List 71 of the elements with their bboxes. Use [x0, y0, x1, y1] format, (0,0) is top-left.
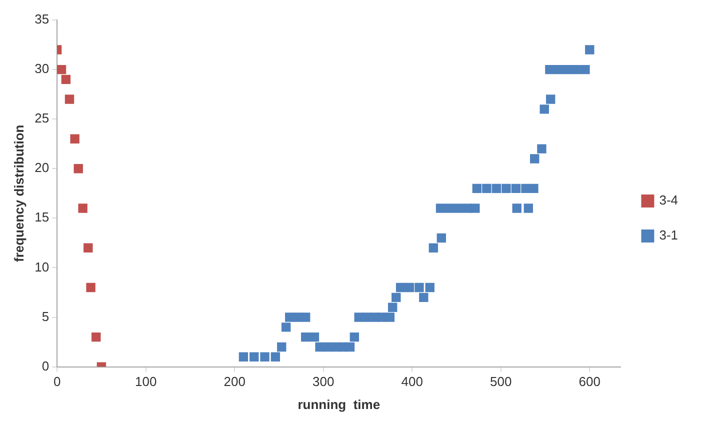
point — [250, 352, 259, 362]
point — [277, 342, 286, 352]
x-tick-label: 0 — [53, 374, 61, 390]
x-tick-label: 300 — [312, 374, 334, 390]
y-tick-label: 30 — [34, 61, 50, 76]
point — [238, 352, 248, 362]
point — [345, 342, 355, 352]
point — [419, 292, 428, 302]
point — [301, 312, 310, 322]
point — [425, 282, 434, 292]
x-tick-label: 100 — [134, 374, 157, 390]
point — [350, 332, 360, 342]
legend-label: 3-4 — [659, 192, 678, 208]
point — [385, 312, 395, 322]
point — [511, 184, 521, 194]
y-tick-label: 25 — [34, 110, 50, 126]
point — [428, 243, 438, 252]
point — [78, 204, 88, 213]
point — [392, 292, 401, 302]
point — [482, 184, 492, 194]
point — [545, 64, 554, 74]
point — [540, 104, 549, 114]
point — [454, 204, 463, 213]
point — [562, 64, 572, 74]
y-axis-title: frequency distribution — [11, 124, 26, 262]
x-axis-title: running time — [298, 396, 380, 412]
point — [472, 184, 482, 194]
point — [580, 64, 590, 74]
point — [310, 332, 320, 342]
point — [270, 352, 280, 362]
point — [436, 233, 446, 243]
y-tick-label: 5 — [42, 308, 50, 324]
y-tick-label: 10 — [34, 259, 50, 274]
point — [84, 243, 93, 252]
point — [388, 302, 398, 312]
point — [57, 64, 66, 74]
point — [396, 282, 406, 292]
x-tick-label: 500 — [490, 374, 512, 390]
point — [404, 282, 414, 292]
point — [585, 45, 594, 54]
point — [546, 94, 556, 104]
legend-label: 3-1 — [659, 228, 678, 243]
point — [86, 282, 96, 292]
x-tick-label: 600 — [578, 374, 600, 390]
point — [444, 204, 454, 213]
point — [64, 94, 74, 104]
point — [572, 64, 581, 74]
point — [530, 154, 540, 164]
point — [512, 204, 522, 213]
point — [70, 134, 80, 144]
point — [301, 332, 310, 342]
x-tick-label: 200 — [224, 374, 246, 390]
x-tick-label: 400 — [401, 374, 423, 390]
y-tick-label: 20 — [34, 160, 50, 176]
point — [414, 282, 424, 292]
point — [554, 64, 564, 74]
point — [524, 204, 533, 213]
point — [92, 332, 101, 342]
y-tick-label: 35 — [34, 12, 50, 27]
point — [529, 184, 538, 194]
point — [492, 184, 502, 194]
point — [260, 352, 270, 362]
point — [537, 144, 546, 154]
point — [281, 322, 291, 332]
point — [61, 74, 71, 84]
point — [74, 164, 83, 174]
point — [470, 204, 480, 213]
y-tick-label: 15 — [34, 210, 50, 225]
point — [436, 204, 446, 213]
point — [502, 184, 511, 194]
y-tick-label: 0 — [42, 358, 50, 374]
